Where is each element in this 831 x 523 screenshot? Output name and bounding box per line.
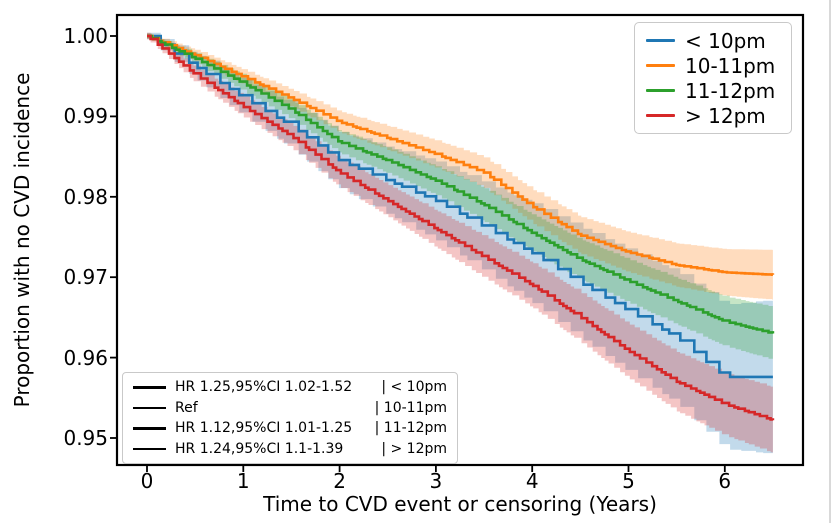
hazard-ratio-group: | > 12pm [381,440,447,457]
hazard-ratio-text: HR 1.25,95%CI 1.02-1.52 [175,379,353,396]
ci-band-10-11pm [147,33,773,300]
hazard-ratio-text: HR 1.12,95%CI 1.01-1.25 [175,420,353,437]
y-tick-label: 0.95 [63,426,108,450]
km-curve-< 10pm [147,34,773,379]
legend-item: > 12pm [646,103,780,128]
km-curve-> 12pm [147,34,775,421]
y-tick-label: 1.00 [63,24,108,48]
x-tick-label: 0 [140,469,154,493]
annotation-line-swatch [133,427,166,430]
screenshot-right-edge-strip [829,0,831,523]
y-axis-label: Proportion with no CVD incidence [10,72,34,408]
legend-line-swatch [646,39,675,42]
legend-item: 11-12pm [646,78,780,103]
legend-item: 10-11pm [646,53,780,78]
annotation-line-swatch [133,386,166,389]
hazard-ratio-text: Ref [175,399,198,416]
legend-line-swatch [646,64,675,67]
legend-label: 10-11pm [685,53,776,78]
hazard-ratio-annotation-box: HR 1.25,95%CI 1.02-1.52 | < 10pm Ref | 10-1… [122,372,458,464]
hazard-ratio-group: | 10-11pm [374,399,447,416]
y-tick-label: 0.97 [63,265,108,290]
legend-label: > 12pm [685,103,766,128]
plot-border [115,13,805,467]
y-tick-label: 0.98 [63,184,108,209]
km-curve-11-12pm [147,34,775,334]
legend-line-swatch [646,114,675,117]
km-curve-10-11pm [147,34,775,276]
hazard-ratio-row: Ref | 10-11pm [133,398,447,419]
hazard-ratio-row: HR 1.12,95%CI 1.01-1.25 | 11-12pm [133,418,447,439]
legend-line-swatch [646,89,675,92]
legend-label: < 10pm [685,28,766,53]
legend-label: 11-12pm [685,78,776,103]
x-tick-label: 1 [236,469,250,493]
hazard-ratio-text: HR 1.24,95%CI 1.1-1.39 [175,440,344,457]
hazard-ratio-group: | 11-12pm [374,420,447,437]
x-tick-label: 5 [622,469,635,493]
hazard-ratio-group: | < 10pm [381,379,447,396]
x-axis-label: Time to CVD event or censoring (Years) [263,492,657,516]
annotation-line-swatch [133,406,166,409]
y-tick-label: 0.96 [63,345,108,370]
y-tick-label: 0.99 [63,104,108,129]
x-tick-label: 4 [525,469,539,493]
legend-item: < 10pm [646,28,780,53]
hazard-ratio-row: HR 1.25,95%CI 1.02-1.52 | < 10pm [133,377,447,398]
x-tick-label: 2 [333,469,346,493]
legend: < 10pm 10-11pm 11-12pm > 12pm [634,22,792,134]
x-tick-label: 3 [429,469,443,493]
hazard-ratio-row: HR 1.24,95%CI 1.1-1.39 | > 12pm [133,439,447,460]
axes [110,13,805,472]
survival-curves [147,34,775,421]
x-tick-label: 6 [718,469,732,493]
annotation-line-swatch [133,447,166,450]
